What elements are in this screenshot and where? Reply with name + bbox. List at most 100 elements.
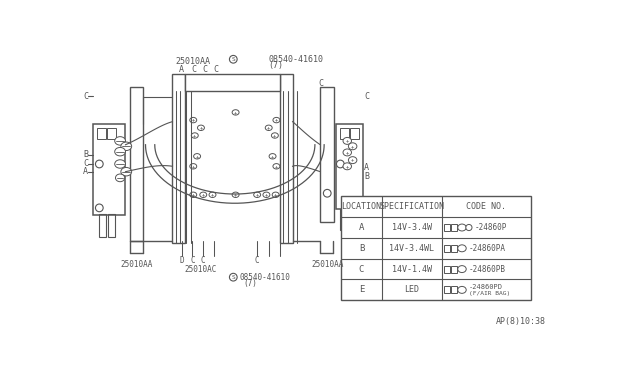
Text: +: + [275,118,278,123]
Text: S: S [232,57,235,62]
Ellipse shape [190,164,196,169]
Text: +: + [346,164,349,169]
Bar [451,286,458,294]
Text: +: + [275,164,278,169]
Text: A: A [359,223,364,232]
Text: +: + [346,150,349,155]
Text: C: C [319,78,324,88]
Text: +: + [265,192,268,197]
Bar [340,209,348,230]
Text: LOCATION: LOCATION [342,202,381,211]
Ellipse shape [232,110,239,115]
Ellipse shape [191,133,198,138]
Text: -24860PA: -24860PA [469,244,506,253]
Ellipse shape [265,125,272,131]
Text: S: S [232,275,235,280]
Text: B: B [359,244,364,253]
Text: +: + [351,144,355,149]
Bar [341,196,531,300]
Ellipse shape [115,137,125,145]
Text: (7): (7) [243,279,257,288]
Bar [349,128,359,140]
Bar [348,209,356,230]
Text: +: + [195,154,199,159]
Text: +: + [191,164,195,169]
Text: +: + [274,192,277,197]
Text: 25010AA: 25010AA [311,260,344,269]
Text: +: + [191,118,195,123]
Text: 25010AC: 25010AC [185,265,217,274]
Text: 14V-1.4W: 14V-1.4W [392,264,432,273]
Bar [130,87,143,241]
Ellipse shape [121,142,132,151]
Text: -24860P: -24860P [475,223,508,232]
Text: +: + [273,133,276,138]
Text: 08540-41610: 08540-41610 [269,55,324,64]
Bar [280,74,292,243]
Text: 08540-41610: 08540-41610 [239,273,291,282]
Bar [444,286,451,294]
Text: +: + [191,192,195,197]
Bar [320,87,334,222]
Text: E: E [359,285,364,294]
Ellipse shape [458,286,466,294]
Text: 25010AA: 25010AA [121,260,153,269]
Text: +: + [193,133,196,138]
Ellipse shape [194,154,200,159]
Text: 14V-3.4W: 14V-3.4W [392,223,432,232]
Circle shape [230,55,237,63]
Text: 25010AA: 25010AA [176,57,211,66]
Bar [444,266,451,273]
Bar [336,124,363,209]
Bar [451,245,458,252]
Ellipse shape [232,192,239,198]
Text: A: A [179,65,184,74]
Text: +: + [255,192,259,197]
Bar [172,74,185,243]
Text: A: A [364,163,369,172]
Text: C: C [191,65,196,74]
Circle shape [337,160,344,168]
Ellipse shape [458,266,466,273]
Ellipse shape [271,133,278,138]
Ellipse shape [190,118,196,123]
Ellipse shape [115,147,125,156]
Ellipse shape [348,157,357,164]
Bar [99,214,106,237]
Bar [444,245,451,252]
Text: C: C [201,256,205,265]
Text: -24860PD: -24860PD [469,284,503,290]
Text: C: C [213,65,218,74]
Text: +: + [267,125,270,130]
Bar [185,74,280,91]
Bar [107,128,116,140]
Text: +: + [211,192,214,197]
Ellipse shape [273,118,280,123]
Text: C: C [190,256,195,265]
Bar [451,266,458,273]
Text: C: C [364,92,369,101]
Text: C: C [83,160,88,169]
Text: C: C [255,256,259,265]
Text: AP(8)10:38: AP(8)10:38 [495,317,545,326]
Text: +: + [234,110,237,115]
Ellipse shape [343,137,351,144]
Bar [97,128,106,140]
Text: LED: LED [404,285,419,294]
Ellipse shape [121,167,132,176]
Ellipse shape [348,143,357,150]
Text: +: + [199,125,203,130]
Ellipse shape [200,192,207,198]
Ellipse shape [263,192,270,198]
Text: C: C [359,264,364,273]
Bar [444,224,451,231]
Ellipse shape [273,164,280,169]
Ellipse shape [269,154,276,159]
Text: +: + [346,138,349,143]
Text: -24860PB: -24860PB [469,264,506,273]
Ellipse shape [198,125,204,131]
Text: B: B [364,172,369,181]
Circle shape [95,204,103,212]
Ellipse shape [253,192,260,198]
Ellipse shape [209,192,216,198]
